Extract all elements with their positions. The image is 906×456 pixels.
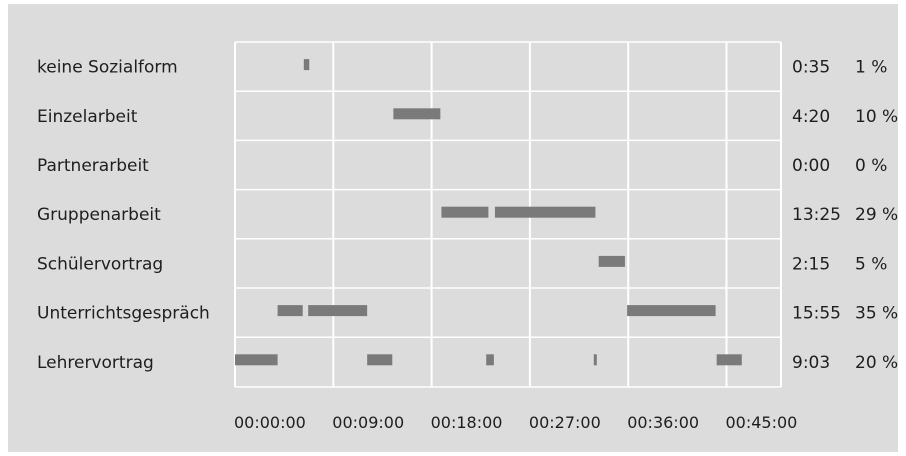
timeline-segment [303, 59, 310, 71]
timeline-segment [716, 354, 742, 366]
row-duration: 9:03 [792, 353, 830, 373]
row-label: Lehrervortrag [37, 353, 154, 373]
timeline-chart: keine Sozialform 0:35 1 % Einzelarbeit 4:20 1… [8, 4, 898, 452]
timeline-segment [593, 354, 597, 366]
row-percent: 10 % [855, 107, 898, 127]
row-duration: 0:00 [792, 156, 830, 176]
timeline-segment [598, 255, 625, 267]
x-tick-label: 00:36:00 [627, 413, 699, 432]
x-tick-label: 00:00:00 [234, 413, 306, 432]
row-percent: 5 % [855, 254, 887, 274]
row-label: keine Sozialform [37, 58, 178, 78]
row-label: Partnerarbeit [37, 156, 149, 176]
timeline-segment [441, 206, 489, 218]
timeline-segment [494, 206, 596, 218]
timeline-segment [486, 354, 494, 366]
x-tick-label: 00:45:00 [726, 413, 798, 432]
timeline-segment [367, 354, 393, 366]
row-label: Einzelarbeit [37, 107, 138, 127]
row-percent: 35 % [855, 304, 898, 324]
x-tick-label: 00:18:00 [431, 413, 503, 432]
timeline-segment [308, 305, 368, 317]
row-duration: 0:35 [792, 58, 830, 78]
timeline-segment [627, 305, 716, 317]
row-duration: 4:20 [792, 107, 830, 127]
row-label: Unterrichtsgespräch [37, 304, 210, 324]
chart-svg: keine Sozialform 0:35 1 % Einzelarbeit 4:20 1… [37, 41, 898, 432]
row-label: Gruppenarbeit [37, 205, 161, 225]
timeline-segment [277, 305, 303, 317]
row-label: Schülervortrag [37, 254, 163, 274]
x-tick-label: 00:27:00 [529, 413, 601, 432]
x-tick-label: 00:09:00 [332, 413, 404, 432]
row-duration: 13:25 [792, 205, 841, 225]
row-duration: 15:55 [792, 304, 841, 324]
row-percent: 1 % [855, 58, 887, 78]
row-duration: 2:15 [792, 254, 830, 274]
row-percent: 0 % [855, 156, 887, 176]
timeline-segment [393, 108, 441, 120]
row-percent: 29 % [855, 205, 898, 225]
row-percent: 20 % [855, 353, 898, 373]
timeline-segment [235, 354, 278, 366]
